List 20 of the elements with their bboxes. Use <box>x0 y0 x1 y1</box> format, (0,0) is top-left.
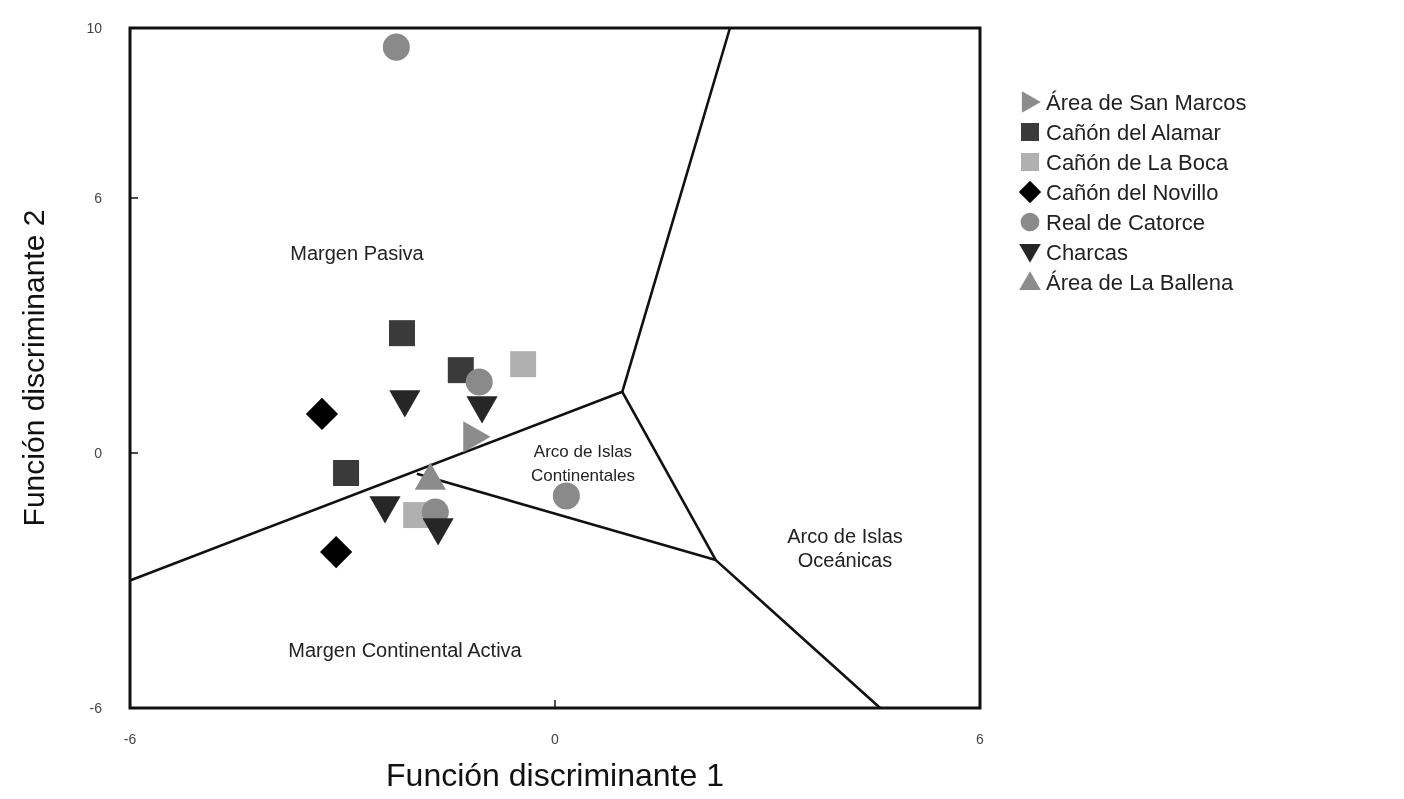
annotation: Margen Continental Activa <box>288 639 523 661</box>
annotation: Arco de Islas Oceánicas <box>787 525 903 571</box>
x-tick-label: -6 <box>123 731 137 747</box>
annotation: Margen Pasiva <box>290 242 425 264</box>
y-tick-label: 6 <box>94 190 103 206</box>
y-tick-label: 10 <box>86 20 103 36</box>
legend-label: Cañón del Novillo <box>1046 180 1219 205</box>
legend-label: Área de San Marcos <box>1046 90 1247 115</box>
y-axis-title: Función discriminante 2 <box>17 209 50 527</box>
legend-label: Charcas <box>1046 240 1128 265</box>
x-axis-title: Función discriminante 1 <box>386 757 724 793</box>
annotation: Arco de Islas Continentales <box>531 442 635 485</box>
legend-label: Real de Catorce <box>1046 210 1205 235</box>
legend-label: Área de La Ballena <box>1046 270 1234 295</box>
x-tick-label: 0 <box>551 731 560 747</box>
x-tick-label: 6 <box>976 731 985 747</box>
legend-label: Cañón de La Boca <box>1046 150 1230 175</box>
y-tick-label: -6 <box>89 700 103 716</box>
legend-label: Cañón del Alamar <box>1046 120 1221 145</box>
y-tick-label: 0 <box>94 445 103 461</box>
